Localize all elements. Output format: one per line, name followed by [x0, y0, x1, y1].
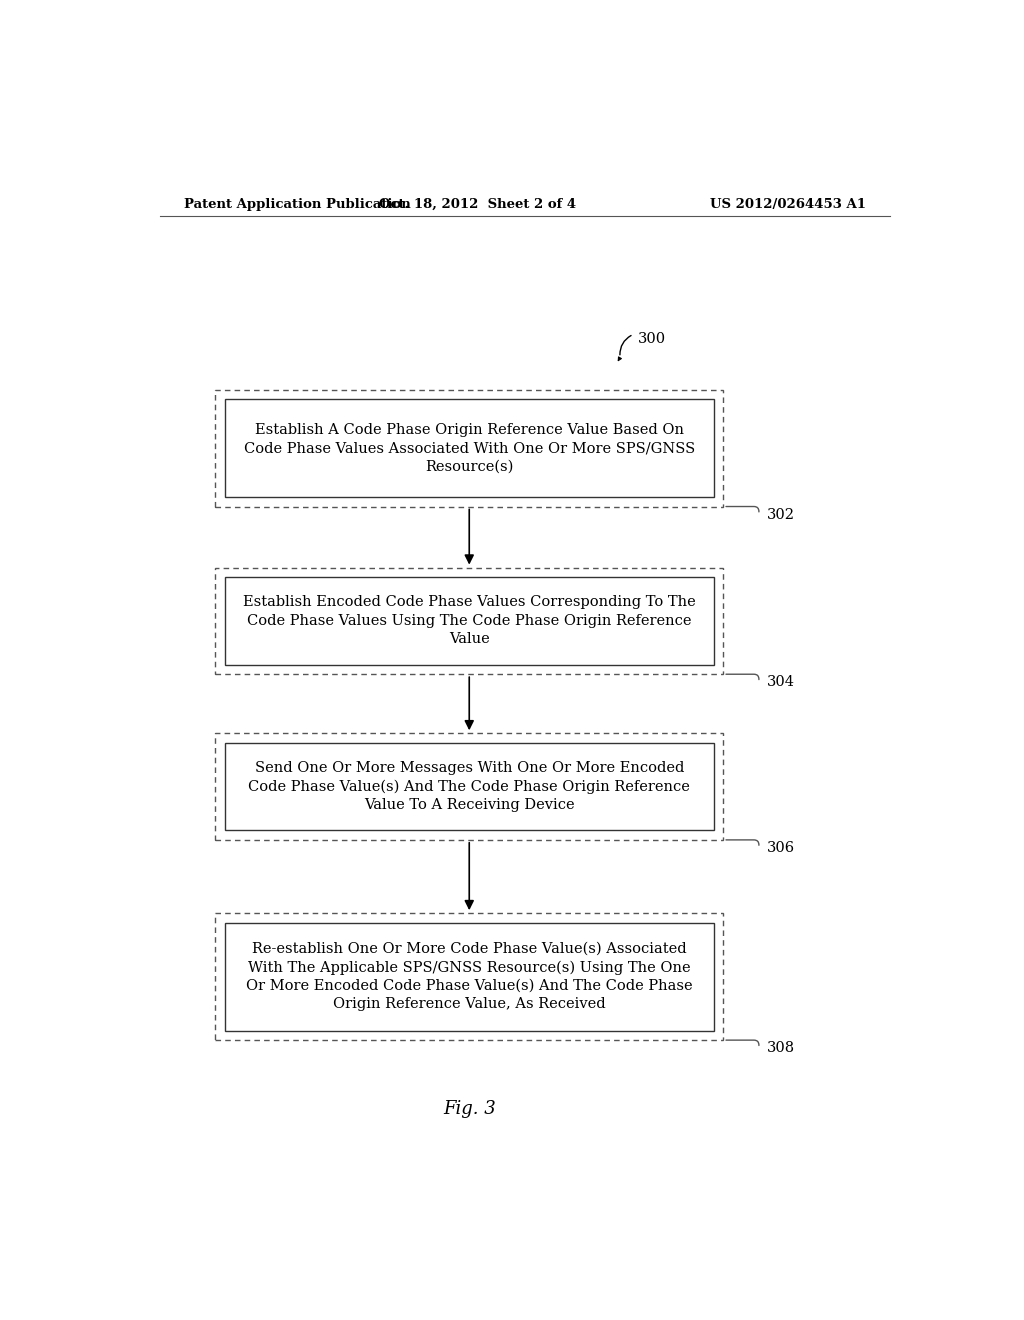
- Text: US 2012/0264453 A1: US 2012/0264453 A1: [710, 198, 866, 211]
- Bar: [215, 913, 723, 1040]
- Text: 304: 304: [767, 676, 795, 689]
- Bar: [225, 399, 714, 498]
- Text: Send One Or More Messages With One Or More Encoded
Code Phase Value(s) And The C: Send One Or More Messages With One Or Mo…: [248, 760, 690, 812]
- Text: Re-establish One Or More Code Phase Value(s) Associated
With The Applicable SPS/: Re-establish One Or More Code Phase Valu…: [246, 941, 692, 1011]
- Text: Patent Application Publication: Patent Application Publication: [183, 198, 411, 211]
- Bar: [215, 389, 723, 507]
- Bar: [225, 577, 714, 665]
- Text: 308: 308: [767, 1041, 795, 1055]
- Text: Establish A Code Phase Origin Reference Value Based On
Code Phase Values Associa: Establish A Code Phase Origin Reference …: [244, 422, 695, 474]
- Text: Fig. 3: Fig. 3: [442, 1100, 496, 1118]
- Text: 306: 306: [767, 841, 795, 855]
- Text: 302: 302: [767, 508, 795, 521]
- Bar: [225, 923, 714, 1031]
- Bar: [225, 743, 714, 830]
- Text: Oct. 18, 2012  Sheet 2 of 4: Oct. 18, 2012 Sheet 2 of 4: [379, 198, 575, 211]
- Bar: [215, 733, 723, 840]
- Text: Establish Encoded Code Phase Values Corresponding To The
Code Phase Values Using: Establish Encoded Code Phase Values Corr…: [243, 595, 695, 647]
- Text: 300: 300: [638, 333, 667, 346]
- Bar: [215, 568, 723, 675]
